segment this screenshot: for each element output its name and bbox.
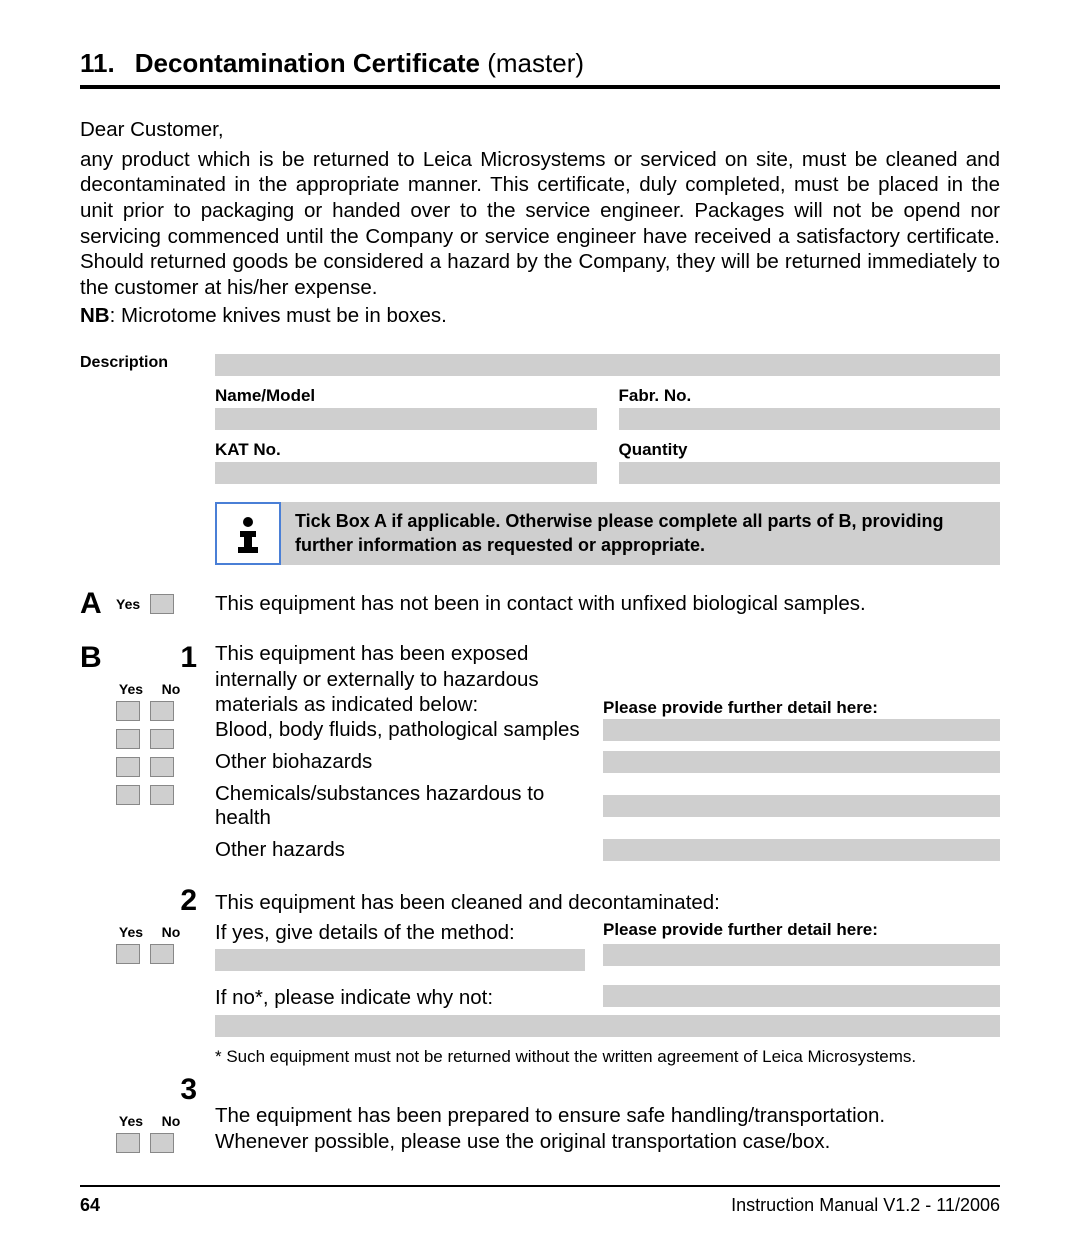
b3-yes[interactable]: [116, 1133, 140, 1153]
b1-num: 1: [116, 641, 215, 675]
b2-detail-input1[interactable]: [603, 944, 1000, 966]
b1-r2-no[interactable]: [150, 729, 174, 749]
b2-intro: This equipment has been cleaned and deco…: [215, 890, 1000, 916]
b1-r4-yes[interactable]: [116, 785, 140, 805]
b2-detail-header: Please provide further detail here:: [603, 920, 1000, 940]
b2-if-no: If no*, please indicate why not:: [215, 985, 585, 1011]
b1-row4-input[interactable]: [603, 839, 1000, 861]
b1-row2-input[interactable]: [603, 751, 1000, 773]
description-fields: Name/Model Fabr. No. KAT No. Quantity: [215, 354, 1000, 587]
b1: 1 Yes No: [116, 641, 1000, 870]
yes-label-a: Yes: [116, 596, 140, 612]
name-model-input[interactable]: [215, 408, 597, 430]
info-box: Tick Box A if applicable. Otherwise plea…: [215, 502, 1000, 565]
b1-row2-label: Other biohazards: [215, 750, 585, 774]
info-text: Tick Box A if applicable. Otherwise plea…: [281, 502, 1000, 565]
b2-detail-input2[interactable]: [603, 985, 1000, 1007]
b2-if-yes-input[interactable]: [215, 949, 585, 971]
b3-text2: Whenever possible, please use the origin…: [215, 1129, 1000, 1155]
b1-detail-header: Please provide further detail here:: [603, 698, 878, 718]
quantity-input[interactable]: [619, 462, 1001, 484]
b3-no[interactable]: [150, 1133, 174, 1153]
b2-note: * Such equipment must not be returned wi…: [215, 1047, 1000, 1067]
b1-r3-yes[interactable]: [116, 757, 140, 777]
kat-no-label: KAT No.: [215, 440, 597, 460]
yes-label-b3: Yes: [116, 1113, 146, 1129]
yes-label-b2: Yes: [116, 924, 146, 940]
kat-no-input[interactable]: [215, 462, 597, 484]
name-model-label: Name/Model: [215, 386, 597, 406]
b2-num: 2: [116, 884, 215, 918]
yes-label-b1: Yes: [116, 681, 146, 697]
section-title: 11. Decontamination Certificate (master): [80, 48, 1000, 89]
no-label-b2: No: [156, 924, 186, 940]
b2-no[interactable]: [150, 944, 174, 964]
fabr-no-label: Fabr. No.: [619, 386, 1001, 406]
footer-right: Instruction Manual V1.2 - 11/2006: [731, 1195, 1000, 1216]
description-label: Description: [80, 354, 215, 372]
page-root: 11.Decontamination Certificate (master) …: [0, 0, 1080, 1244]
nb-line: NB: Microtome knives must be in boxes.: [80, 304, 1000, 328]
checkbox-a-yes[interactable]: [150, 594, 174, 614]
footer: 64 Instruction Manual V1.2 - 11/2006: [80, 1185, 1000, 1216]
quantity-label: Quantity: [619, 440, 1001, 460]
letter-a: A: [80, 587, 116, 621]
no-label-b1: No: [156, 681, 186, 697]
no-label-b3: No: [156, 1113, 186, 1129]
b3: 3 Yes No The equipment has been prepared…: [116, 1073, 1000, 1161]
b1-intro: This equipment has been exposed internal…: [215, 641, 585, 718]
nb-label: NB: [80, 304, 110, 327]
b2-yes[interactable]: [116, 944, 140, 964]
b2-if-yes: If yes, give details of the method:: [215, 920, 585, 946]
b1-row1-input[interactable]: [603, 719, 1000, 741]
b1-row4-label: Other hazards: [215, 838, 585, 862]
salutation: Dear Customer,: [80, 117, 1000, 143]
b2-if-no-input[interactable]: [215, 1015, 1000, 1037]
page-number: 64: [80, 1195, 100, 1216]
b1-r3-no[interactable]: [150, 757, 174, 777]
b3-num: 3: [116, 1073, 215, 1107]
section-b: B 1 Yes No: [80, 641, 1000, 1161]
b1-row3-label: Chemicals/substances hazardous to health: [215, 782, 585, 830]
b1-r1-yes[interactable]: [116, 701, 140, 721]
section-a: A Yes This equipment has not been in con…: [80, 587, 1000, 621]
section-title-light: (master): [480, 48, 584, 78]
fabr-no-input[interactable]: [619, 408, 1001, 430]
description-top-field[interactable]: [215, 354, 1000, 376]
b1-r2-yes[interactable]: [116, 729, 140, 749]
b1-r1-no[interactable]: [150, 701, 174, 721]
section-title-bold: Decontamination Certificate: [135, 48, 480, 78]
description-row: Description Name/Model Fabr. No. KAT No.: [80, 354, 1000, 587]
info-icon: [215, 502, 281, 565]
b3-text1: The equipment has been prepared to ensur…: [215, 1103, 1000, 1129]
b2: 2 Yes No This equipment has been cleaned…: [116, 884, 1000, 1067]
b1-row3-input[interactable]: [603, 795, 1000, 817]
section-index: 11.: [80, 48, 115, 78]
b1-row1-label: Blood, body fluids, pathological samples: [215, 718, 585, 742]
intro-body: any product which is be returned to Leic…: [80, 147, 1000, 301]
nb-text: : Microtome knives must be in boxes.: [110, 304, 447, 327]
b1-r4-no[interactable]: [150, 785, 174, 805]
section-a-text: This equipment has not been in contact w…: [215, 591, 1000, 617]
letter-b: B: [80, 641, 116, 1161]
